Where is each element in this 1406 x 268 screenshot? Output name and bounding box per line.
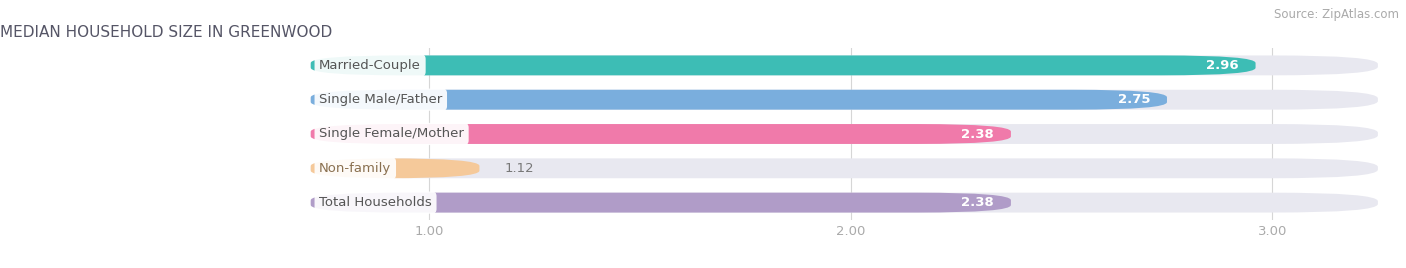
FancyBboxPatch shape	[311, 55, 1256, 75]
Text: Single Female/Mother: Single Female/Mother	[319, 128, 464, 140]
Text: 1.12: 1.12	[505, 162, 534, 175]
Text: Single Male/Father: Single Male/Father	[319, 93, 443, 106]
FancyBboxPatch shape	[311, 158, 479, 178]
Text: Married-Couple: Married-Couple	[319, 59, 420, 72]
Text: 2.38: 2.38	[962, 128, 994, 140]
FancyBboxPatch shape	[311, 124, 1011, 144]
FancyBboxPatch shape	[311, 90, 1167, 110]
Text: 2.75: 2.75	[1118, 93, 1150, 106]
Text: 2.96: 2.96	[1206, 59, 1239, 72]
FancyBboxPatch shape	[311, 55, 1378, 75]
FancyBboxPatch shape	[311, 193, 1378, 213]
FancyBboxPatch shape	[311, 124, 1378, 144]
Text: Non-family: Non-family	[319, 162, 391, 175]
Text: Source: ZipAtlas.com: Source: ZipAtlas.com	[1274, 8, 1399, 21]
FancyBboxPatch shape	[311, 158, 1378, 178]
FancyBboxPatch shape	[311, 193, 1011, 213]
Text: Total Households: Total Households	[319, 196, 432, 209]
FancyBboxPatch shape	[311, 90, 1378, 110]
Text: MEDIAN HOUSEHOLD SIZE IN GREENWOOD: MEDIAN HOUSEHOLD SIZE IN GREENWOOD	[0, 25, 332, 40]
Text: 2.38: 2.38	[962, 196, 994, 209]
